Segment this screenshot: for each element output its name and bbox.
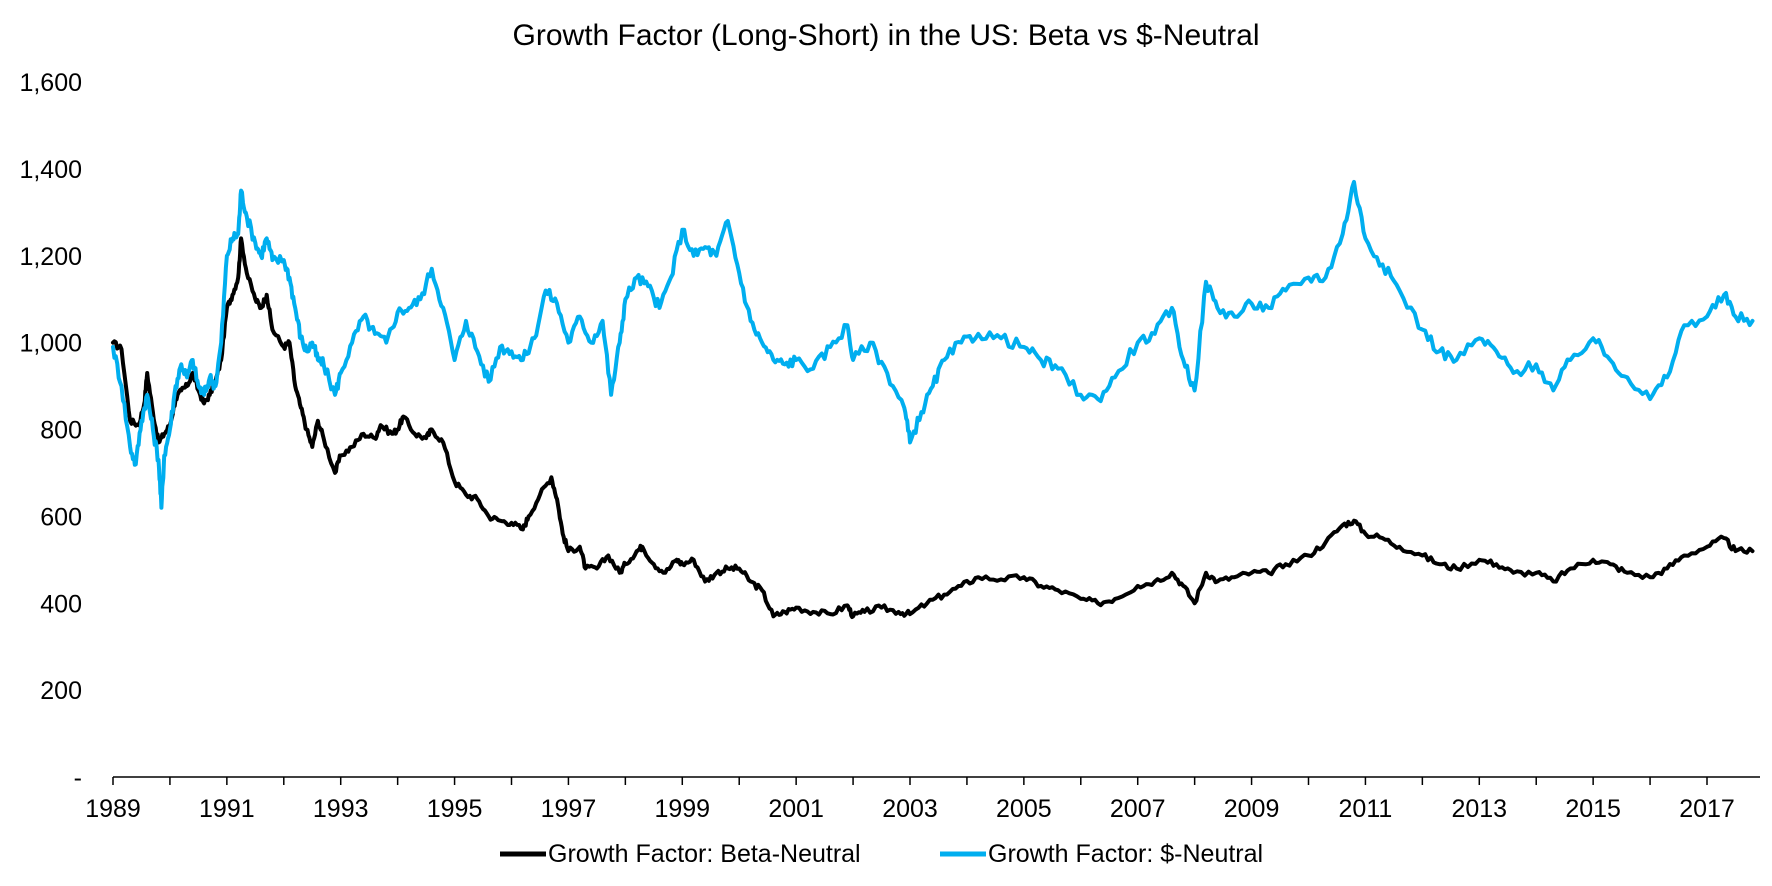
x-tick-label: 1991	[199, 795, 255, 823]
y-tick-label: 1,600	[19, 69, 82, 97]
x-tick-label: 2009	[1224, 795, 1280, 823]
y-tick-label: 1,000	[19, 330, 82, 358]
x-tick-label: 2005	[996, 795, 1052, 823]
y-axis-ticks: - 200 400 600 800 1,000 1,200 1,400 1,600	[19, 69, 82, 792]
series-line-beta-neutral	[111, 236, 1755, 619]
x-tick-label: 1993	[313, 795, 369, 823]
series-layer	[111, 179, 1755, 619]
x-tick-label: 1999	[654, 795, 710, 823]
x-tick-label: 2011	[1339, 795, 1393, 823]
legend-label: Growth Factor: Beta-Neutral	[548, 840, 861, 868]
x-tick-label: 1997	[541, 795, 597, 823]
x-tick-label: 2017	[1679, 795, 1735, 823]
x-tick-label: 2001	[768, 795, 824, 823]
y-tick-label: -	[74, 764, 82, 792]
y-tick-label: 800	[40, 417, 82, 445]
legend: Growth Factor: Beta-Neutral Growth Factor…	[500, 840, 1263, 868]
x-tick-label: 1995	[427, 795, 483, 823]
y-tick-label: 1,200	[19, 243, 82, 271]
legend-label: Growth Factor: $-Neutral	[988, 840, 1263, 868]
x-tick-label: 1989	[85, 795, 141, 823]
chart-title: Growth Factor (Long-Short) in the US: Be…	[513, 19, 1260, 52]
x-tick-label: 2013	[1451, 795, 1507, 823]
x-tick-label: 2007	[1110, 795, 1166, 823]
y-tick-label: 1,400	[19, 156, 82, 184]
x-tick-label: 2015	[1565, 795, 1621, 823]
x-tick-label: 2003	[882, 795, 938, 823]
series-line-dollar-neutral	[111, 179, 1755, 510]
y-tick-label: 600	[40, 503, 82, 531]
x-axis: 1989 1991 1993 1995 1997 1999 2001 2003 2005 2007…	[85, 776, 1760, 823]
y-tick-label: 200	[40, 677, 82, 705]
y-tick-label: 400	[40, 590, 82, 618]
